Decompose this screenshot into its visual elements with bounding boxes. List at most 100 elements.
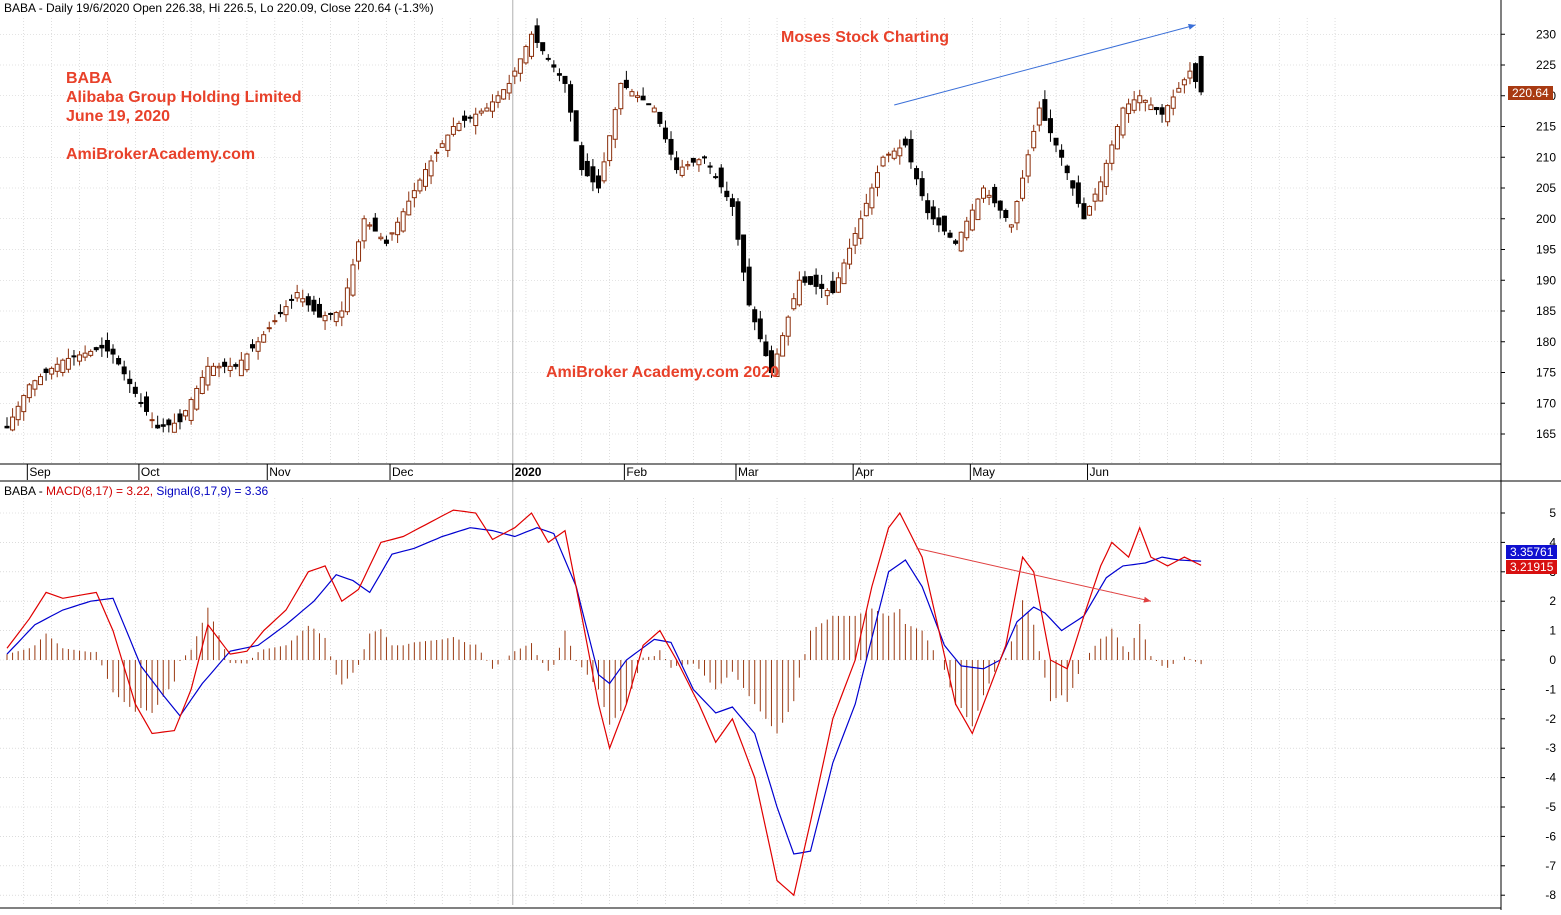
candle-body-up	[1170, 96, 1176, 109]
annotation-company: Alibaba Group Holding Limited	[66, 89, 302, 106]
candle-body-down	[908, 138, 914, 163]
candle-body-up	[205, 365, 211, 386]
month-label: Sep	[29, 465, 51, 479]
candle-body-down	[71, 355, 77, 358]
macd-ytick-label: -2	[1545, 712, 1556, 726]
candle-body-up	[21, 395, 27, 413]
candle-body-down	[584, 160, 590, 177]
candle-body-down	[690, 157, 696, 163]
candle-body-up	[37, 376, 43, 386]
candle-body-down	[1053, 137, 1059, 146]
candle-body-down	[702, 156, 707, 159]
candle-body-up	[1020, 177, 1026, 199]
candle-body-down	[646, 103, 652, 106]
candle-body-up	[1103, 162, 1109, 188]
candle-body-up	[696, 159, 702, 166]
candle-body-up	[1148, 104, 1154, 111]
candle-body-up	[478, 110, 484, 114]
candle-body-down	[328, 312, 334, 315]
candle-body-up	[411, 190, 417, 199]
candle-body-up	[1137, 95, 1143, 104]
candle-body-down	[674, 157, 680, 171]
candle-body-up	[400, 211, 406, 232]
candle-body-up	[981, 187, 986, 199]
candle-body-down	[936, 217, 942, 226]
candle-body-down	[316, 303, 322, 318]
candle-body-down	[166, 419, 172, 426]
macd-legend-label: MACD(8,17) = 3.22,	[46, 484, 154, 498]
candle-body-up	[869, 187, 875, 209]
macd-ytick-label: 1	[1549, 624, 1556, 638]
candle-body-up	[858, 218, 864, 239]
candle-body-up	[1031, 130, 1037, 149]
candle-body-down	[925, 200, 931, 214]
candle-body-down	[305, 296, 311, 306]
candle-body-down	[919, 178, 925, 197]
macd-ytick-label: 4	[1549, 535, 1556, 549]
price-ytick-label: 185	[1536, 304, 1556, 318]
candle-body-up	[344, 287, 350, 313]
candle-body-up	[300, 298, 306, 303]
candle-body-down	[623, 79, 629, 89]
candle-body-down	[545, 57, 551, 60]
candle-body-down	[1081, 203, 1087, 220]
candle-body-up	[841, 262, 847, 285]
macd-ytick-label: -4	[1545, 771, 1556, 785]
price-ytick-label: 210	[1536, 150, 1556, 164]
candle-body-down	[746, 266, 752, 306]
candle-body-up	[835, 277, 841, 293]
candle-body-up	[785, 316, 791, 337]
candle-body-up	[10, 416, 16, 431]
candle-body-up	[350, 264, 356, 296]
candle-body-down	[992, 186, 998, 204]
candle-body-down	[1070, 180, 1076, 189]
candle-body-up	[199, 376, 205, 394]
candle-body-up	[651, 107, 657, 113]
candle-body-down	[724, 190, 730, 198]
candle-body-up	[495, 95, 501, 103]
candle-body-up	[272, 320, 278, 323]
candle-body-down	[104, 339, 110, 352]
candle-body-up	[986, 194, 992, 198]
candles	[4, 18, 1204, 433]
candle-body-down	[763, 341, 769, 357]
candle-body-down	[121, 366, 127, 375]
candle-body-down	[467, 116, 473, 119]
candle-body-down	[657, 111, 663, 124]
candle-body-down	[757, 318, 763, 340]
candle-body-down	[930, 206, 936, 220]
macd-ytick-label: 0	[1549, 653, 1556, 667]
price-ytick-label: 165	[1536, 427, 1556, 441]
candle-body-up	[473, 113, 479, 127]
last-close-tag: 220.64	[1508, 86, 1553, 100]
candle-body-up	[975, 198, 981, 221]
candle-body-up	[635, 95, 641, 98]
candle-body-down	[551, 64, 557, 68]
candle-body-up	[227, 365, 233, 372]
candle-body-up	[512, 70, 518, 77]
macd-panel-title: BABA - MACD(8,17) = 3.22, Signal(8,17,9)…	[4, 484, 268, 498]
candle-body-up	[395, 221, 401, 236]
candle-body-up	[49, 367, 55, 375]
candle-body-up	[171, 422, 177, 433]
candle-body-up	[897, 147, 903, 157]
candle-body-up	[77, 354, 83, 362]
candle-body-up	[964, 220, 970, 239]
candle-body-down	[534, 25, 540, 43]
candle-body-up	[886, 153, 892, 156]
candle-body-down	[93, 347, 99, 351]
candle-body-down	[177, 413, 183, 423]
month-label: 2020	[515, 465, 542, 479]
macd-ytick-label: -8	[1545, 888, 1556, 902]
candle-body-up	[238, 359, 244, 377]
candle-body-up	[958, 231, 964, 252]
candle-body-down	[1047, 118, 1053, 134]
month-label: Apr	[855, 465, 874, 479]
candle-body-down	[941, 215, 947, 232]
candle-body-down	[289, 298, 295, 301]
candle-body-down	[768, 350, 774, 373]
candle-body-down	[127, 378, 133, 385]
candle-body-down	[132, 386, 138, 394]
